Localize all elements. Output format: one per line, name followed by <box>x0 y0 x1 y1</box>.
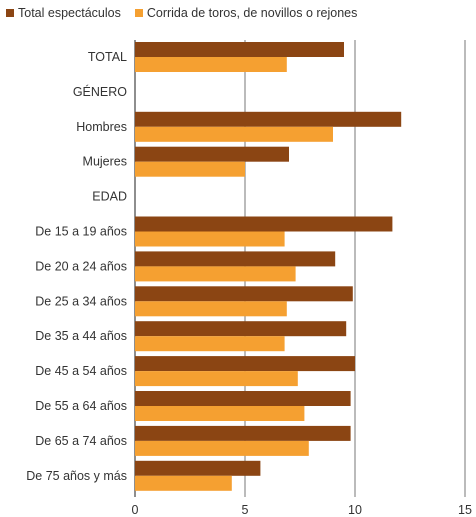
bar-total <box>135 111 402 127</box>
bar-corrida <box>135 57 287 72</box>
category-label: Hombres <box>76 120 127 134</box>
bar-total <box>135 42 344 57</box>
bar-total <box>135 216 393 232</box>
category-label: De 20 a 24 años <box>35 259 127 273</box>
category-label: EDAD <box>92 190 127 204</box>
bar-total <box>135 391 351 406</box>
category-label: GÉNERO <box>73 84 127 99</box>
category-label: De 45 a 54 años <box>35 364 127 378</box>
category-label: De 15 a 19 años <box>35 225 127 239</box>
category-label: De 55 a 64 años <box>35 399 127 413</box>
category-label: De 25 a 34 años <box>35 294 127 308</box>
category-label: De 35 a 44 años <box>35 329 127 343</box>
bar-corrida <box>135 336 285 352</box>
legend-item-corrida: Corrida de toros, de novillos o rejones <box>134 6 358 20</box>
bar-total <box>135 251 336 267</box>
category-label: Mujeres <box>83 155 127 169</box>
bar-total <box>135 460 261 476</box>
bar-corrida <box>135 126 333 142</box>
bar-corrida <box>135 266 296 282</box>
bar-total <box>135 146 289 162</box>
x-tick-label: 0 <box>132 503 139 517</box>
x-tick-label: 5 <box>242 503 249 517</box>
bar-corrida <box>135 475 232 491</box>
legend-label-corrida: Corrida de toros, de novillos o rejones <box>146 6 358 20</box>
bar-corrida <box>135 440 309 456</box>
legend-swatch-corrida <box>134 9 143 17</box>
legend-swatch-total <box>6 9 14 17</box>
category-label: De 75 años y más <box>26 469 127 483</box>
category-label: TOTAL <box>88 50 127 64</box>
bar-total <box>135 286 353 302</box>
bar-corrida <box>135 231 285 247</box>
bar-corrida <box>135 161 245 177</box>
bar-corrida <box>135 406 305 421</box>
x-tick-label: 15 <box>458 503 472 517</box>
bar-corrida <box>135 301 287 317</box>
legend-label-total: Total espectáculos <box>18 6 121 20</box>
legend-item-total: Total espectáculos <box>6 6 121 20</box>
bar-total <box>135 321 347 337</box>
bar-corrida <box>135 371 298 387</box>
bar-total <box>135 356 355 372</box>
x-tick-label: 10 <box>348 503 362 517</box>
chart-legend: Total espectáculos Corrida de toros, de … <box>6 6 357 20</box>
bar-total <box>135 425 351 441</box>
category-label: De 65 a 74 años <box>35 434 127 448</box>
